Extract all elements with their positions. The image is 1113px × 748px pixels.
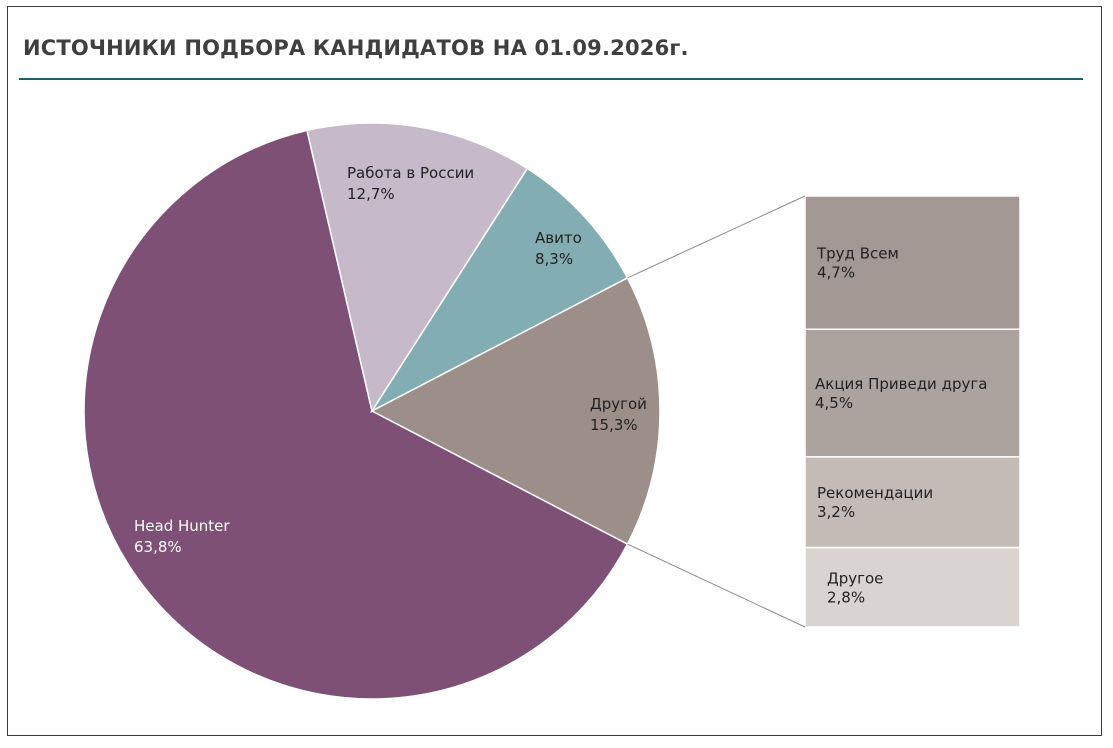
pie-value-другой: 15,3% xyxy=(590,416,638,434)
pie-slice-авито xyxy=(369,167,629,413)
pie-value-работа-в-россии: 12,7% xyxy=(347,185,395,203)
pie-slice-работа-в-россии xyxy=(306,122,529,413)
chart-frame xyxy=(7,6,1102,736)
bar-segment-другое xyxy=(804,546,1021,628)
chart-title: ИСТОЧНИКИ ПОДБОРА КАНДИДАТОВ НА 01.09.20… xyxy=(23,36,689,60)
bar-value-другое: 2,8% xyxy=(827,588,865,606)
title-rule xyxy=(19,78,1083,80)
pie-value-head-hunter: 63,8% xyxy=(134,538,182,556)
bar-value-труд-всем: 4,7% xyxy=(817,264,855,282)
pie-slice-другой xyxy=(370,276,661,546)
leader-line-bottom xyxy=(627,543,806,628)
pie-value-авито: 8,3% xyxy=(535,250,573,268)
pie-label-head-hunter: Head Hunter xyxy=(134,517,230,535)
pie-label-другой: Другой xyxy=(590,395,647,413)
bar-label-рекомендации: Рекомендации xyxy=(817,484,933,502)
pie-label-работа-в-россии: Работа в России xyxy=(347,164,474,182)
bar-label-акция-приведи-друга: Акция Приведи друга xyxy=(815,375,987,393)
pie-slice-head-hunter xyxy=(83,129,629,700)
bar-value-акция-приведи-друга: 4,5% xyxy=(815,394,853,412)
bar-value-рекомендации: 3,2% xyxy=(817,503,855,521)
bar-label-труд-всем: Труд Всем xyxy=(816,245,899,263)
leader-line-top xyxy=(627,195,806,279)
pie-label-авито: Авито xyxy=(535,229,582,247)
bar-label-другое: Другое xyxy=(827,569,883,587)
